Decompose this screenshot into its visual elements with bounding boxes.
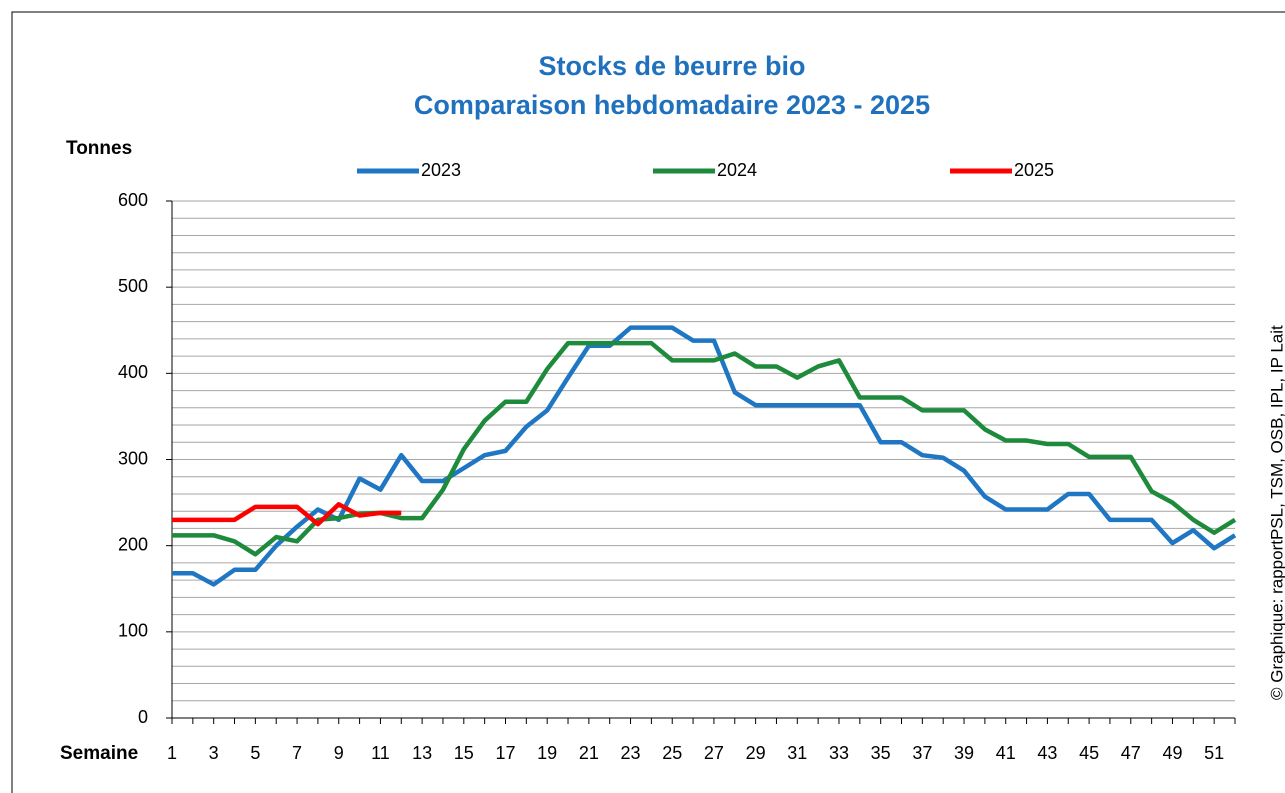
- x-tick-label: 25: [662, 743, 682, 763]
- x-tick-label: 51: [1204, 743, 1224, 763]
- y-axis-label: Tonnes: [66, 138, 132, 159]
- x-axis-label: Semaine: [60, 743, 138, 764]
- x-tick-label: 11: [371, 743, 390, 763]
- x-tick-label: 29: [746, 743, 766, 763]
- y-tick-label: 100: [118, 621, 148, 641]
- x-tick-label: 43: [1037, 743, 1057, 763]
- x-tick-label: 19: [537, 743, 557, 763]
- x-tick-label: 5: [250, 743, 260, 763]
- x-tick-label: 45: [1079, 743, 1099, 763]
- x-tick-label: 13: [412, 743, 432, 763]
- chart-subtitle: Comparaison hebdomadaire 2023 - 2025: [414, 90, 930, 120]
- source-note: © Graphique: rapportPSL, TSM, OSB, IPL, …: [1267, 325, 1285, 700]
- x-tick-label: 37: [912, 743, 932, 763]
- y-tick-label: 600: [118, 190, 148, 210]
- chart-title: Stocks de beurre bio: [538, 51, 805, 81]
- x-tick-label: 33: [829, 743, 849, 763]
- y-tick-label: 300: [118, 448, 148, 468]
- series-line: [172, 502, 402, 527]
- x-tick-label: 27: [704, 743, 724, 763]
- series-line: [172, 340, 1237, 557]
- x-tick-label: 3: [209, 743, 219, 763]
- x-tick-label: 17: [495, 743, 515, 763]
- y-tick-label: 0: [138, 707, 148, 727]
- x-tick-label: 31: [787, 743, 807, 763]
- legend-label: 2024: [717, 160, 757, 180]
- x-tick-label: 1: [167, 743, 177, 763]
- x-tick-label: 39: [954, 743, 974, 763]
- x-tick-label: 21: [579, 743, 599, 763]
- x-tick-label: 23: [621, 743, 641, 763]
- x-tick-label: 49: [1162, 743, 1182, 763]
- chart-frame: [11, 11, 1285, 793]
- y-tick-label: 500: [118, 276, 148, 296]
- x-tick-label: 7: [292, 743, 302, 763]
- legend-label: 2023: [421, 160, 461, 180]
- x-tick-label: 35: [871, 743, 891, 763]
- y-tick-label: 400: [118, 362, 148, 382]
- x-tick-label: 9: [334, 743, 344, 763]
- series-line: [172, 325, 1237, 587]
- x-tick-label: 47: [1121, 743, 1141, 763]
- legend-label: 2025: [1014, 160, 1054, 180]
- x-tick-label: 41: [996, 743, 1016, 763]
- x-tick-label: 15: [454, 743, 474, 763]
- y-tick-label: 200: [118, 534, 148, 554]
